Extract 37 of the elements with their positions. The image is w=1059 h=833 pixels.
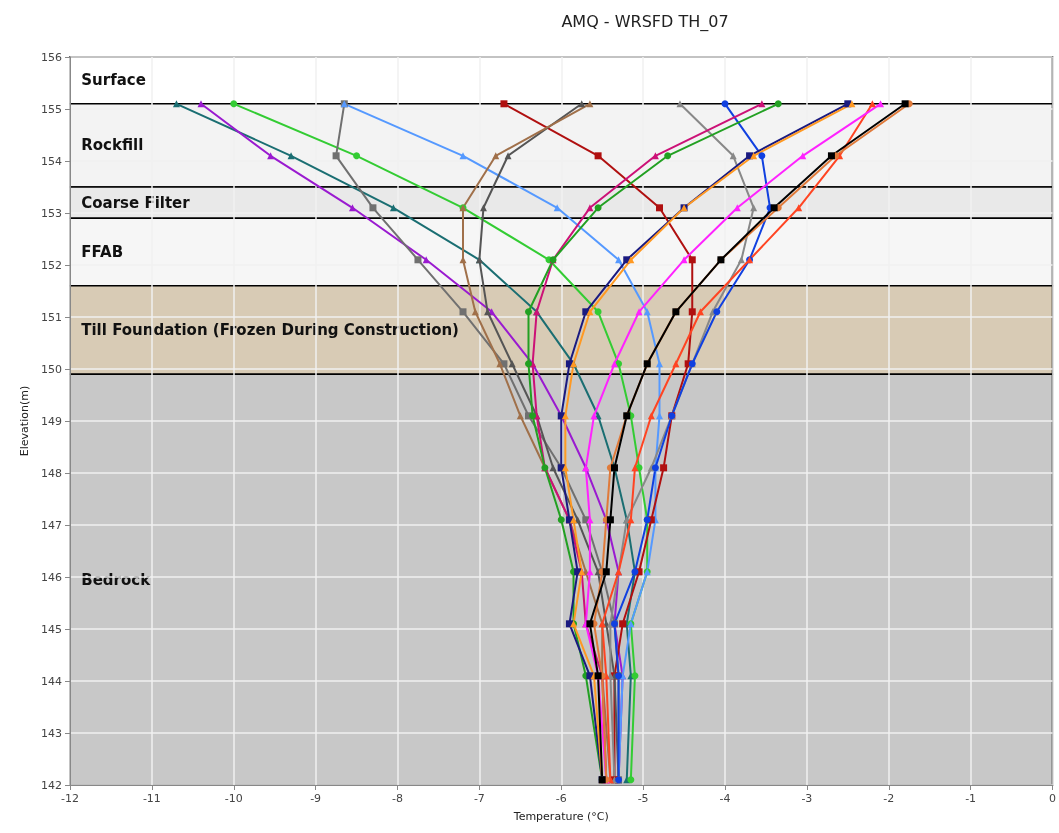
- x-tick-label: -8: [392, 792, 403, 805]
- x-axis-title: Temperature (°C): [512, 810, 609, 823]
- band-label: Rockfill: [81, 136, 144, 155]
- x-tick-label: -7: [473, 792, 485, 805]
- band-label: Coarse Filter: [81, 193, 191, 212]
- x-tick-label: -3: [801, 792, 813, 805]
- x-tick-label: 0: [1049, 792, 1056, 805]
- y-tick-label: 156: [41, 50, 62, 64]
- x-tick-label: -1: [965, 792, 977, 805]
- y-tick-label: 154: [41, 154, 62, 168]
- x-tick-label: -12: [61, 792, 79, 805]
- chart-title: AMQ - WRSFD TH_07: [561, 11, 729, 32]
- y-tick-label: 149: [41, 414, 62, 428]
- y-axis-title: Elevation(m): [18, 385, 32, 457]
- y-tick-label: 155: [41, 102, 62, 116]
- band-label: FFAB: [81, 243, 124, 261]
- x-tick-label: -5: [637, 792, 649, 805]
- y-tick-label: 151: [41, 310, 62, 324]
- y-tick-label: 143: [41, 726, 62, 740]
- y-tick-label: 150: [41, 362, 62, 376]
- x-tick-label: -6: [555, 792, 567, 805]
- y-tick-label: 145: [41, 622, 62, 636]
- x-tick-label: -2: [883, 792, 895, 805]
- x-tick-label: -10: [224, 792, 243, 805]
- y-tick-label: 147: [41, 518, 62, 532]
- y-tick-label: 144: [41, 674, 62, 688]
- y-tick-label: 146: [41, 570, 62, 584]
- y-tick-label: 152: [41, 258, 62, 272]
- band-label: Bedrock: [81, 570, 152, 589]
- band-label: Till Foundation (Frozen During Construction): [81, 321, 459, 339]
- x-tick-label: -11: [142, 792, 161, 805]
- y-tick-label: 148: [41, 466, 62, 480]
- x-tick-label: -4: [719, 792, 731, 805]
- x-tick-label: -9: [310, 792, 322, 805]
- y-tick-label: 142: [41, 778, 62, 792]
- band-label: Surface: [81, 71, 146, 90]
- y-tick-label: 153: [41, 206, 62, 220]
